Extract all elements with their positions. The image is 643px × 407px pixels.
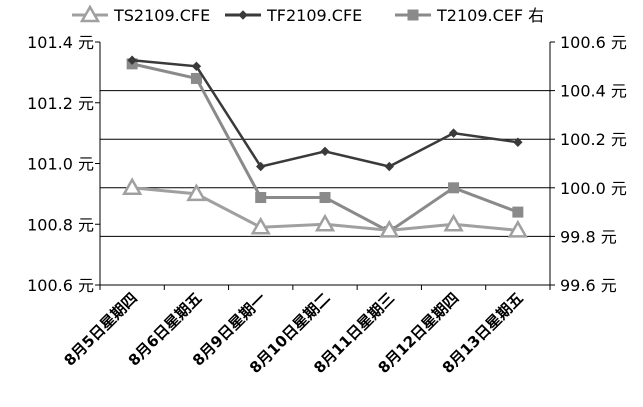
legend-item: TF2109.CFE: [225, 6, 362, 25]
square-marker: [407, 9, 419, 21]
diamond-marker: [127, 55, 137, 65]
diamond-marker: [384, 161, 394, 172]
left-tick-label: 100.8 元: [27, 215, 94, 234]
right-tick-label: 99.6 元: [560, 276, 617, 295]
diamond-marker: [256, 161, 266, 172]
left-tick-label: 101.2 元: [27, 94, 94, 113]
legend-label: TS2109.CFE: [113, 6, 210, 25]
triangle-marker: [186, 183, 207, 202]
square-marker: [512, 206, 524, 218]
legend-item: TS2109.CFE: [72, 4, 210, 25]
diamond-marker: [513, 137, 523, 147]
diamond-marker: [191, 61, 202, 72]
legend-label: TF2109.CFE: [266, 6, 362, 25]
right-tick-label: 99.8 元: [560, 227, 617, 246]
left-tick-label: 101.0 元: [27, 155, 94, 174]
diamond-marker: [238, 10, 248, 20]
square-marker: [190, 72, 202, 84]
triangle-marker: [79, 4, 101, 23]
triangle-marker: [443, 213, 464, 232]
series-diamond: [127, 55, 523, 172]
square-marker: [319, 192, 331, 204]
right-tick-label: 100.6 元: [560, 33, 627, 52]
triangle-marker: [379, 219, 400, 238]
square-marker: [255, 192, 267, 204]
legend: TS2109.CFE TF2109.CFE T2109.CEF 右: [72, 4, 544, 25]
triangle-marker: [121, 177, 143, 196]
right-tick-label: 100.4 元: [560, 82, 627, 101]
diamond-marker: [320, 146, 330, 157]
square-marker: [448, 182, 460, 194]
right-tick-label: 100.0 元: [560, 179, 627, 198]
legend-item: T2109.CEF 右: [395, 6, 544, 25]
series-layer: [121, 55, 529, 238]
legend-label: T2109.CEF 右: [436, 6, 544, 25]
series-triangle: [121, 177, 529, 238]
triangle-marker: [507, 219, 529, 238]
right-tick-label: 100.2 元: [560, 130, 627, 149]
triangle-marker: [314, 213, 336, 232]
diamond-marker: [448, 128, 459, 138]
triangle-marker: [250, 216, 271, 235]
left-tick-label: 100.6 元: [27, 276, 94, 295]
axes: 101.4 元 101.2 元 101.0 元 100.8 元 100.6 元 100.6…: [27, 33, 627, 377]
gridlines: [100, 90, 550, 237]
left-tick-label: 101.4 元: [27, 33, 94, 52]
